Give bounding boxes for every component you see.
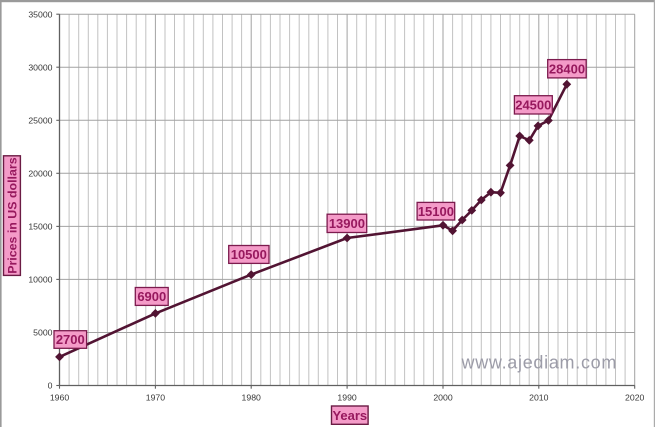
svg-text:Years: Years xyxy=(332,408,367,423)
svg-text:5000: 5000 xyxy=(33,328,52,338)
svg-text:30000: 30000 xyxy=(28,62,52,72)
svg-text:25000: 25000 xyxy=(28,116,52,126)
svg-text:1990: 1990 xyxy=(337,393,356,403)
svg-text:2010: 2010 xyxy=(529,393,548,403)
svg-text:13900: 13900 xyxy=(329,216,365,231)
svg-text:1980: 1980 xyxy=(242,393,261,403)
svg-text:2700: 2700 xyxy=(56,332,85,347)
svg-text:10000: 10000 xyxy=(28,275,52,285)
svg-text:6900: 6900 xyxy=(137,289,166,304)
svg-text:0: 0 xyxy=(48,381,53,391)
svg-text:20000: 20000 xyxy=(28,169,52,179)
svg-text:28400: 28400 xyxy=(549,61,585,76)
svg-text:10500: 10500 xyxy=(231,247,267,262)
svg-text:15100: 15100 xyxy=(418,204,454,219)
svg-text:15000: 15000 xyxy=(28,222,52,232)
svg-text:2000: 2000 xyxy=(433,393,452,403)
svg-text:www.ajediam.com: www.ajediam.com xyxy=(461,353,618,373)
svg-text:35000: 35000 xyxy=(28,9,52,19)
svg-text:1970: 1970 xyxy=(146,393,165,403)
svg-text:2020: 2020 xyxy=(625,393,644,403)
svg-text:1960: 1960 xyxy=(50,393,69,403)
svg-text:Prices in US dollars: Prices in US dollars xyxy=(5,157,19,273)
svg-text:24500: 24500 xyxy=(515,97,551,112)
